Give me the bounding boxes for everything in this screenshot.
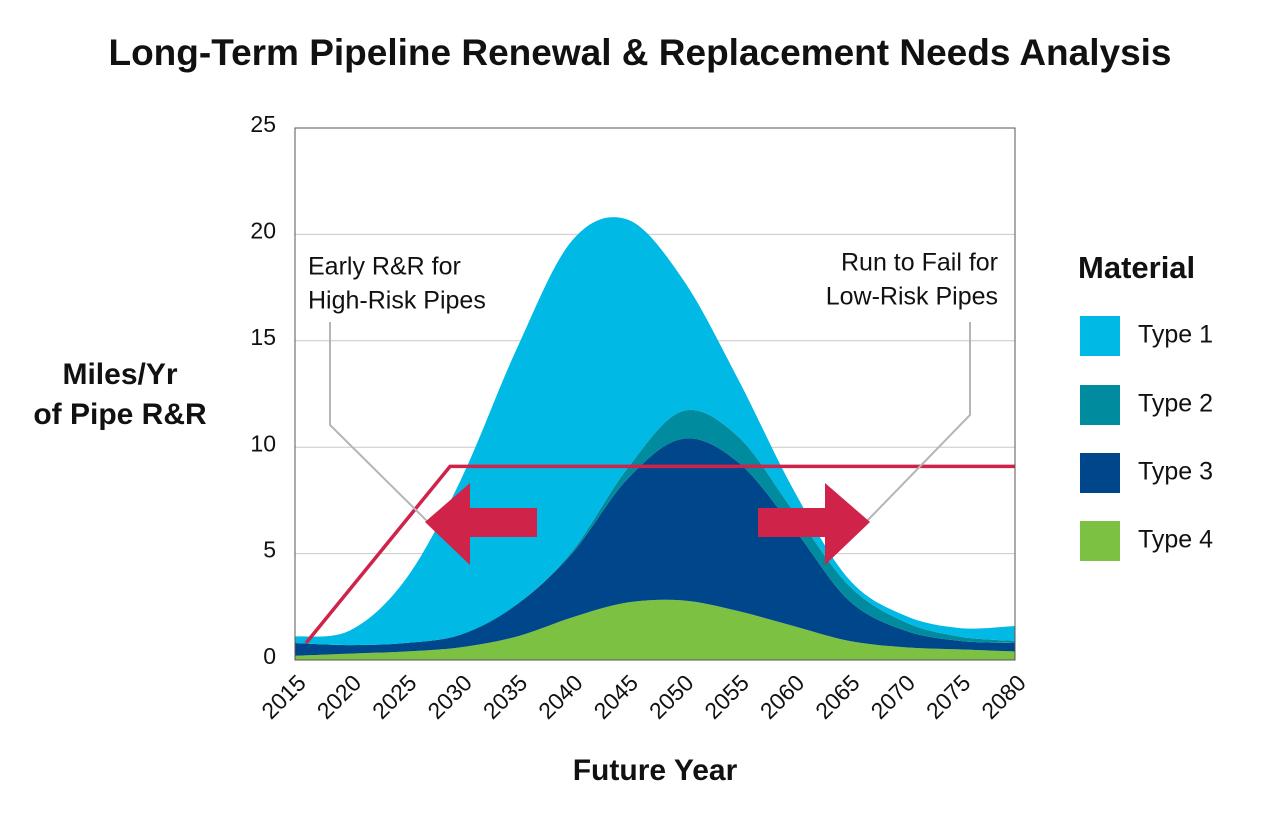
y-tick-label: 20 (250, 217, 276, 243)
legend-label: Type 1 (1138, 321, 1213, 349)
legend-swatch (1080, 521, 1120, 561)
chart-title: Long-Term Pipeline Renewal & Replacement… (108, 32, 1171, 73)
annotation: Early R&R for (308, 253, 461, 281)
y-axis-label: of Pipe R&R (33, 398, 207, 431)
legend-swatch (1080, 385, 1120, 425)
legend-label: Type 3 (1138, 458, 1213, 486)
legend: Type 1 Type 2 Type 3 Type 4 (1080, 316, 1213, 561)
x-axis-label: Future Year (573, 754, 738, 787)
x-tick-label: 2070 (865, 669, 920, 724)
x-tick-label: 2035 (478, 669, 533, 724)
x-tick-label: 2025 (367, 669, 422, 724)
annotation: Run to Fail for (841, 249, 998, 277)
x-tick-label: 2065 (810, 669, 865, 724)
x-tick-label: 2075 (921, 669, 976, 724)
annotation: High-Risk Pipes (308, 287, 486, 315)
area (295, 217, 1015, 646)
annotation: Low-Risk Pipes (826, 283, 998, 311)
overlay (304, 464, 1015, 645)
leader-line (865, 322, 971, 523)
right-arrow (758, 483, 870, 565)
legend-title: Material (1078, 250, 1195, 285)
leader-line (329, 322, 429, 523)
x-tick-label: 2030 (422, 669, 477, 724)
x-tick-label: 2020 (312, 669, 367, 724)
y-tick-label: 10 (250, 430, 276, 456)
legend-label: Type 4 (1138, 526, 1213, 554)
x-tick-label: 2015 (256, 669, 311, 724)
x-tick-label: 2045 (589, 669, 644, 724)
x-tick-label: 2055 (699, 669, 754, 724)
y-axis-label: Miles/Yr (62, 358, 177, 391)
y-tick-label: 15 (250, 324, 276, 350)
x-tick-label: 2080 (976, 669, 1031, 724)
y-tick-label: 25 (250, 111, 276, 137)
y-tick-label: 5 (263, 537, 276, 563)
x-tick-label: 2050 (644, 669, 699, 724)
x-tick-label: 2060 (755, 669, 810, 724)
plot-frame (294, 127, 1016, 661)
area (295, 438, 1015, 656)
capacity-line (304, 464, 1015, 645)
legend-label: Type 2 (1138, 390, 1213, 418)
area (295, 599, 1015, 660)
x-tick-label: 2040 (533, 669, 588, 724)
areas (295, 217, 1015, 660)
legend-swatch (1080, 453, 1120, 493)
left-arrow (425, 483, 537, 565)
y-tick-label: 0 (263, 643, 276, 669)
legend-swatch (1080, 316, 1120, 356)
